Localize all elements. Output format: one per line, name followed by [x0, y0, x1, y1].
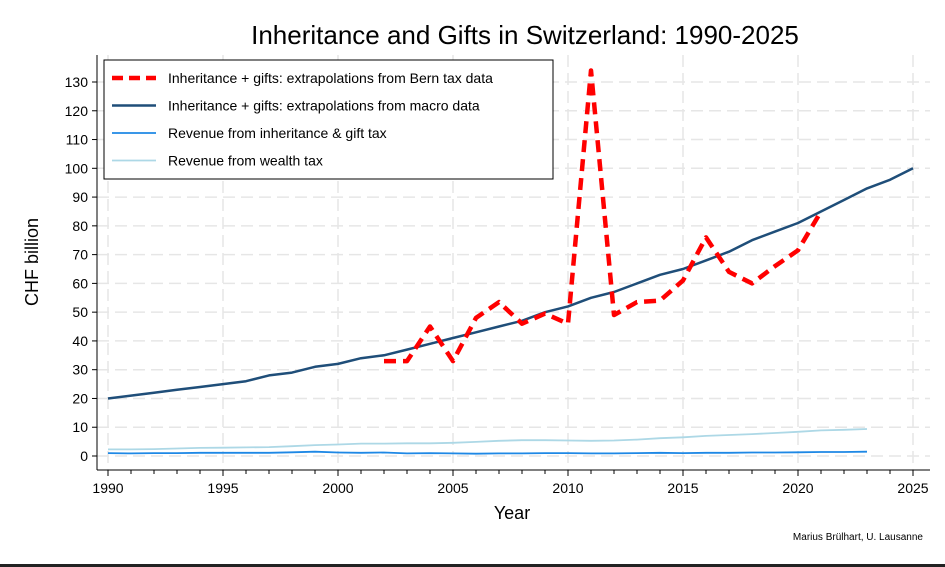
y-tick-label: 50: [72, 304, 88, 320]
series-line-4: [108, 428, 868, 451]
x-tick-label: 2020: [782, 480, 813, 496]
series-line-1: [384, 68, 823, 364]
y-tick-label: 60: [72, 275, 88, 291]
x-tick-label: 2015: [667, 480, 698, 496]
series-line-2: [107, 167, 914, 400]
y-tick-label: 10: [72, 419, 88, 435]
chart-title: Inheritance and Gifts in Switzerland: 19…: [251, 20, 799, 50]
y-tick-label: 70: [72, 247, 88, 263]
x-axis-title: Year: [494, 503, 530, 523]
y-tick-label: 20: [72, 390, 88, 406]
legend-label: Revenue from inheritance & gift tax: [168, 125, 387, 141]
x-tick-label: 1990: [92, 480, 123, 496]
x-tick-label: 2000: [322, 480, 353, 496]
legend-label: Inheritance + gifts: extrapolations from…: [168, 70, 493, 86]
legend-label: Inheritance + gifts: extrapolations from…: [168, 98, 480, 114]
x-tick-label: 1995: [207, 480, 238, 496]
y-tick-label: 0: [80, 448, 88, 464]
legend-box: [103, 59, 554, 180]
x-tick-label: 2010: [552, 480, 583, 496]
y-tick-label: 30: [72, 362, 88, 378]
y-tick-label: 110: [66, 132, 89, 148]
series-line-3: [107, 450, 868, 455]
y-tick-label: 80: [72, 218, 88, 234]
legend: Inheritance + gifts: extrapolations from…: [103, 59, 554, 180]
y-axis-title: CHF billion: [22, 218, 42, 306]
bottom-border: [0, 564, 945, 567]
x-tick-label: 2005: [437, 480, 468, 496]
y-tick-label: 130: [65, 74, 89, 90]
credit-text: Marius Brülhart, U. Lausanne: [793, 532, 924, 543]
y-tick-label: 90: [72, 189, 88, 205]
y-tick-label: 120: [65, 103, 89, 119]
y-tick-label: 40: [72, 333, 88, 349]
series-layer: [107, 68, 914, 455]
axes: 0 10 20 30 40 50 60 70 80 90 100 110 120 130 1990 1995 2…: [65, 55, 930, 496]
y-tick-label: 100: [65, 160, 89, 176]
legend-label: Revenue from wealth tax: [168, 153, 323, 169]
x-tick-label: 2025: [897, 480, 928, 496]
